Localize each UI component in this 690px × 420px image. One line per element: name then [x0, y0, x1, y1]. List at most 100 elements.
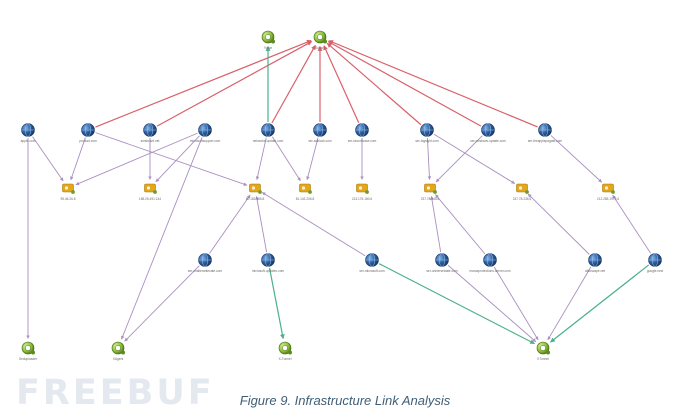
node-d13[interactable]: ser-microsoft.com [359, 253, 385, 274]
node-t6[interactable]: XTunnel [536, 341, 550, 361]
edge-d4-t4 [121, 137, 203, 340]
node-label: product.com [79, 139, 97, 143]
server-icon [424, 183, 437, 194]
node-d16[interactable]: dbtoscape.net [585, 253, 605, 274]
node-s7[interactable]: 247.78.236.6 [513, 183, 532, 201]
globe-icon [483, 253, 497, 267]
node-d9[interactable]: ser-windows-update.com [470, 123, 506, 144]
node-label: google.new [647, 269, 664, 273]
globe-icon [365, 253, 379, 267]
node-s2[interactable]: 185.25.491.144 [139, 183, 161, 201]
node-d6[interactable]: ser-adblock.com [308, 123, 332, 144]
node-d12[interactable]: microsoft-updatec.com [252, 253, 285, 274]
node-t5[interactable]: X-Tunnel [278, 341, 292, 361]
edge-d10-s8 [550, 135, 603, 183]
edge-d16-s7 [527, 193, 590, 255]
node-label: ser-chaiterantecate.com [188, 269, 223, 273]
node-d14[interactable]: ser-universeldate.com [426, 253, 458, 274]
node-d10[interactable]: ser-theapplepagate.com [528, 123, 563, 144]
edge-d17-s8 [612, 194, 652, 254]
node-s4[interactable]: 81.142.206.8 [296, 183, 315, 201]
node-t4[interactable]: XAgent [111, 341, 125, 361]
edge-d6-s4 [306, 137, 319, 181]
globe-icon [143, 123, 157, 137]
node-d7[interactable]: ser-securitcase.com [348, 123, 377, 144]
edge-d11-t4 [124, 265, 200, 342]
node-t3[interactable]: Seduploader [19, 341, 38, 361]
target-icon [278, 341, 292, 355]
globe-icon [420, 123, 434, 137]
node-d4[interactable]: microsoftsupport.com [190, 123, 221, 144]
node-d8[interactable]: ser-bigsight.com [415, 123, 439, 144]
server-icon [249, 183, 262, 194]
node-d1[interactable]: apple.com [21, 123, 36, 144]
figure-caption: Figure 9. Infrastructure Link Analysis [239, 393, 451, 408]
node-label: microsoft-updatec.com [252, 269, 285, 273]
edge-d5-t2 [271, 44, 316, 124]
node-s3[interactable]: 80.182.155.8 [246, 183, 265, 201]
server-icon [299, 183, 312, 194]
node-label: apple.com [21, 139, 36, 143]
edge-d4-s2 [155, 135, 200, 183]
edge-d12-t5 [268, 267, 285, 340]
globe-icon [261, 253, 275, 267]
node-label: networks-update.com [253, 139, 284, 143]
edge-d5-s3 [255, 137, 267, 181]
node-label: ser-securitcase.com [348, 139, 377, 143]
node-label: marcaprotections-server.com [469, 269, 510, 273]
node-t1[interactable]: Yodar [261, 30, 275, 50]
edge-d17-t6 [550, 264, 650, 343]
server-icon [62, 183, 75, 194]
edge-d16-t6 [547, 266, 592, 341]
node-label: X-Tunnel [279, 357, 292, 361]
node-d15[interactable]: marcaprotections-server.com [469, 253, 511, 274]
node-d11[interactable]: ser-chaiterantecate.com [188, 253, 223, 274]
edge-d2-s3 [95, 132, 248, 186]
globe-icon [21, 123, 35, 137]
node-t2[interactable]: Sofacy [313, 30, 327, 50]
node-d2[interactable]: product.com [79, 123, 97, 144]
target-icon [536, 341, 550, 355]
globe-icon [538, 123, 552, 137]
edge-d13-t6 [378, 263, 535, 345]
node-d5[interactable]: networks-update.com [253, 123, 284, 144]
target-icon [313, 30, 327, 44]
node-label: XAgent [113, 357, 124, 361]
node-label: 80.182.155.8 [246, 197, 265, 201]
node-label: Seduploader [19, 357, 38, 361]
node-label: XTunnel [537, 357, 549, 361]
edge-d15-s6 [435, 194, 486, 255]
node-s5[interactable]: 213.176.180.6 [352, 183, 373, 201]
node-s6[interactable]: 237.78.248.6 [421, 183, 440, 201]
edge-d4-s1 [75, 132, 198, 186]
node-label: smsbrazil.net [141, 139, 160, 143]
edge-d3-t2 [156, 41, 313, 127]
target-icon [261, 30, 275, 44]
node-s1[interactable]: 95.46.26.8 [60, 183, 76, 201]
node-label: Sofacy [315, 46, 325, 50]
globe-icon [261, 123, 275, 137]
edge-d7-t2 [323, 45, 360, 123]
node-label: 213.176.180.6 [352, 197, 373, 201]
edge-d14-s6 [430, 196, 442, 253]
edge-d12-s3 [255, 196, 268, 253]
link-analysis-graph: Yodar Sofacy Seduploader XAgent X-Tunnel XTun… [19, 30, 664, 361]
edge-d8-s7 [433, 133, 516, 184]
globe-icon [355, 123, 369, 137]
node-label: ser-microsoft.com [359, 269, 385, 273]
node-d3[interactable]: smsbrazil.net [141, 123, 160, 144]
node-label: ser-universeldate.com [426, 269, 458, 273]
node-label: ser-adblock.com [308, 139, 332, 143]
globe-icon [198, 253, 212, 267]
node-d17[interactable]: google.new [647, 253, 664, 274]
node-label: microsoftsupport.com [190, 139, 221, 143]
node-label: ser-windows-update.com [470, 139, 506, 143]
target-icon [111, 341, 125, 355]
edge-d8-s6 [426, 137, 432, 180]
edges-layer [26, 39, 652, 345]
node-label: Yodar [264, 46, 273, 50]
node-label: 237.78.248.6 [421, 197, 440, 201]
node-s8[interactable]: 212.285.1975.6 [597, 183, 619, 201]
globe-icon [648, 253, 662, 267]
nodes-layer: Yodar Sofacy Seduploader XAgent X-Tunnel XTun… [19, 30, 664, 361]
